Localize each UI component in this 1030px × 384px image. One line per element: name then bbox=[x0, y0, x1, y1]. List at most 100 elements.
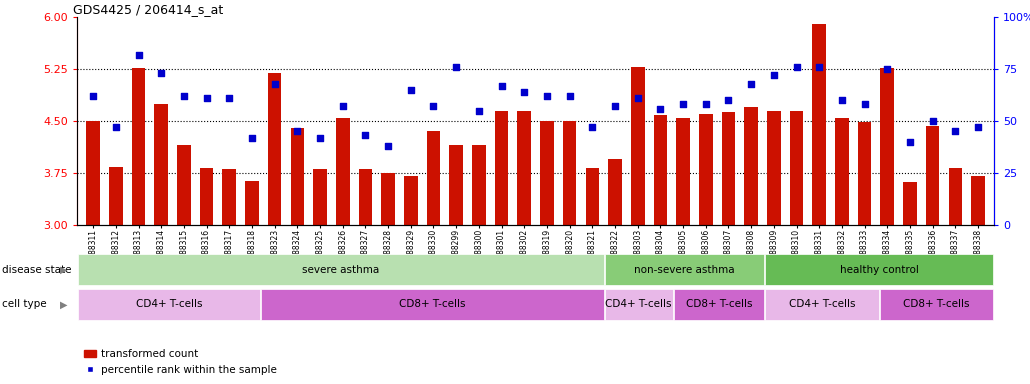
Bar bbox=[517, 111, 531, 225]
Point bbox=[925, 118, 941, 124]
Point bbox=[720, 97, 736, 103]
Point bbox=[176, 93, 193, 99]
Bar bbox=[358, 169, 372, 225]
Bar bbox=[699, 114, 713, 225]
Bar bbox=[765, 289, 879, 320]
Bar bbox=[313, 169, 327, 225]
Point bbox=[561, 93, 578, 99]
Text: CD8+ T-cells: CD8+ T-cells bbox=[400, 299, 466, 310]
Point bbox=[856, 101, 872, 108]
Bar bbox=[381, 173, 394, 225]
Text: cell type: cell type bbox=[2, 299, 46, 310]
Point bbox=[448, 64, 465, 70]
Point bbox=[970, 124, 987, 130]
Point bbox=[516, 89, 533, 95]
Point bbox=[697, 101, 714, 108]
Point bbox=[425, 103, 442, 109]
Bar bbox=[245, 181, 259, 225]
Bar bbox=[268, 73, 281, 225]
Bar bbox=[926, 126, 939, 225]
Point bbox=[335, 103, 351, 109]
Point bbox=[765, 72, 782, 78]
Bar bbox=[654, 116, 667, 225]
Point bbox=[629, 95, 646, 101]
Point bbox=[493, 83, 510, 89]
Text: healthy control: healthy control bbox=[839, 265, 919, 275]
Point bbox=[811, 64, 827, 70]
Legend: transformed count, percentile rank within the sample: transformed count, percentile rank withi… bbox=[79, 345, 281, 379]
Text: ▶: ▶ bbox=[60, 299, 67, 310]
Point bbox=[833, 97, 850, 103]
Bar bbox=[790, 111, 803, 225]
Bar bbox=[677, 118, 690, 225]
Bar bbox=[971, 176, 985, 225]
Point bbox=[901, 139, 918, 145]
Point bbox=[607, 103, 623, 109]
Bar bbox=[835, 118, 849, 225]
Bar bbox=[449, 145, 464, 225]
Bar bbox=[404, 176, 417, 225]
Text: CD4+ T-cells: CD4+ T-cells bbox=[789, 299, 855, 310]
Point bbox=[84, 93, 101, 99]
Bar bbox=[109, 167, 123, 225]
Bar bbox=[336, 118, 349, 225]
Bar bbox=[949, 168, 962, 225]
Point bbox=[267, 81, 283, 87]
Bar bbox=[200, 168, 213, 225]
Text: ▶: ▶ bbox=[60, 265, 67, 275]
Bar bbox=[631, 67, 645, 225]
Bar bbox=[494, 111, 509, 225]
Bar bbox=[290, 128, 304, 225]
Point bbox=[244, 134, 261, 141]
Text: CD4+ T-cells: CD4+ T-cells bbox=[136, 299, 202, 310]
Bar bbox=[261, 289, 604, 320]
Text: severe asthma: severe asthma bbox=[302, 265, 379, 275]
Bar bbox=[608, 159, 622, 225]
Text: CD8+ T-cells: CD8+ T-cells bbox=[686, 299, 752, 310]
Point bbox=[584, 124, 600, 130]
Bar bbox=[472, 145, 486, 225]
Bar bbox=[605, 289, 673, 320]
Point bbox=[199, 95, 215, 101]
Point bbox=[471, 108, 487, 114]
Text: CD8+ T-cells: CD8+ T-cells bbox=[903, 299, 970, 310]
Point bbox=[107, 124, 124, 130]
Bar bbox=[77, 289, 261, 320]
Point bbox=[675, 101, 691, 108]
Point bbox=[539, 93, 555, 99]
Point bbox=[289, 128, 306, 134]
Bar bbox=[540, 121, 554, 225]
Bar bbox=[765, 254, 994, 285]
Point bbox=[743, 81, 759, 87]
Point bbox=[221, 95, 238, 101]
Bar bbox=[722, 112, 735, 225]
Bar bbox=[767, 111, 781, 225]
Text: CD4+ T-cells: CD4+ T-cells bbox=[606, 299, 672, 310]
Bar bbox=[177, 145, 191, 225]
Bar bbox=[745, 107, 758, 225]
Point bbox=[380, 143, 397, 149]
Bar bbox=[154, 104, 168, 225]
Bar bbox=[132, 68, 145, 225]
Text: non-severe asthma: non-severe asthma bbox=[634, 265, 734, 275]
Bar bbox=[222, 169, 236, 225]
Bar bbox=[881, 68, 894, 225]
Bar bbox=[87, 121, 100, 225]
Point bbox=[403, 87, 419, 93]
Bar bbox=[562, 121, 577, 225]
Bar bbox=[605, 254, 764, 285]
Bar bbox=[903, 182, 917, 225]
Text: GDS4425 / 206414_s_at: GDS4425 / 206414_s_at bbox=[73, 3, 222, 16]
Point bbox=[130, 51, 146, 58]
Point bbox=[652, 106, 668, 112]
Point bbox=[357, 132, 374, 139]
Point bbox=[312, 134, 329, 141]
Point bbox=[153, 70, 170, 76]
Bar bbox=[585, 168, 599, 225]
Bar bbox=[813, 24, 826, 225]
Bar bbox=[426, 131, 440, 225]
Point bbox=[948, 128, 964, 134]
Point bbox=[788, 64, 804, 70]
Text: disease state: disease state bbox=[2, 265, 71, 275]
Bar bbox=[77, 254, 604, 285]
